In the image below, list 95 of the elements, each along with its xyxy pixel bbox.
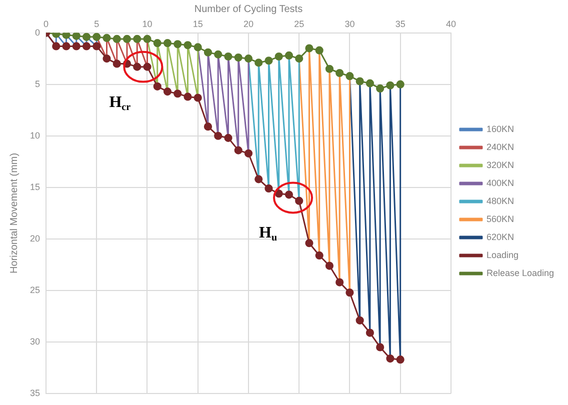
point	[204, 48, 212, 56]
point	[62, 42, 70, 50]
y-tick-label: 20	[30, 233, 40, 244]
point	[214, 50, 222, 58]
y-tick-label: 35	[30, 388, 40, 398]
point	[153, 82, 162, 90]
point	[386, 81, 394, 90]
point	[92, 32, 101, 41]
point	[254, 175, 263, 184]
x-tick-label: 20	[243, 18, 254, 29]
x-tick-label: 40	[446, 18, 456, 29]
point	[82, 32, 91, 41]
legend-label: 620KN	[486, 232, 514, 242]
point	[102, 54, 111, 63]
point	[254, 58, 263, 67]
point	[112, 34, 121, 44]
x-tick-label: 15	[192, 18, 203, 29]
legend-label: 160KN	[486, 124, 514, 134]
point	[153, 39, 162, 48]
legend-label: 240KN	[486, 142, 514, 152]
point	[163, 88, 172, 96]
point	[346, 288, 354, 297]
point	[264, 56, 273, 65]
point	[224, 134, 232, 142]
point	[143, 34, 152, 44]
point	[244, 54, 253, 63]
point	[72, 32, 80, 40]
point	[366, 79, 374, 88]
point	[234, 53, 242, 62]
point	[102, 34, 111, 42]
point	[284, 190, 294, 199]
point	[194, 43, 202, 52]
point	[356, 77, 364, 86]
y-axis-title: Horizontal Movement (mm)	[8, 152, 20, 274]
x-tick-label: 30	[344, 18, 355, 29]
point	[234, 146, 242, 154]
legend-label: 400KN	[486, 178, 514, 188]
point	[325, 262, 334, 270]
point	[184, 92, 192, 101]
y-tick-label: 0	[34, 27, 40, 38]
point	[174, 90, 182, 98]
point	[184, 41, 192, 50]
y-tick-label: 15	[30, 182, 40, 192]
y-tick-label: 10	[30, 130, 40, 140]
point	[284, 51, 294, 60]
legend-label: Release Loading	[486, 268, 554, 278]
legend-label: Loading	[486, 250, 518, 260]
point	[143, 62, 152, 71]
point	[376, 84, 384, 93]
legend-label: 320KN	[486, 160, 514, 170]
point	[264, 184, 273, 193]
point	[305, 44, 314, 52]
point	[62, 32, 70, 39]
point	[52, 42, 60, 50]
point	[244, 149, 253, 158]
point	[204, 122, 212, 131]
point	[315, 251, 324, 260]
point	[396, 356, 404, 364]
point	[274, 52, 283, 61]
point	[194, 94, 202, 102]
point	[336, 68, 344, 78]
point	[133, 62, 142, 71]
x-tick-label: 35	[395, 18, 406, 29]
x-tick-label: 10	[142, 18, 152, 29]
point	[82, 42, 91, 50]
point	[325, 64, 334, 73]
x-axis-title: Number of Cycling Tests	[194, 4, 303, 15]
point	[305, 239, 314, 248]
point	[112, 60, 121, 68]
point	[336, 278, 344, 286]
point	[376, 343, 384, 352]
y-tick-label: 30	[30, 336, 40, 347]
legend-label: 560KN	[486, 214, 514, 224]
x-tick-label: 5	[94, 18, 100, 29]
x-tick-label: 0	[44, 18, 49, 29]
point	[72, 42, 80, 50]
point	[366, 328, 374, 337]
point	[224, 52, 232, 61]
point	[295, 196, 304, 205]
legend-label: 480KN	[486, 196, 514, 206]
point	[396, 80, 404, 88]
point	[356, 316, 364, 324]
point	[214, 132, 222, 140]
point	[315, 46, 324, 54]
point	[346, 72, 354, 80]
point	[133, 34, 142, 44]
point	[295, 54, 304, 63]
point	[122, 34, 132, 44]
point	[163, 39, 172, 48]
point	[92, 42, 101, 50]
y-tick-label: 5	[34, 78, 40, 89]
x-tick-label: 25	[294, 18, 304, 29]
point	[386, 354, 394, 363]
point	[174, 40, 182, 48]
y-tick-label: 25	[30, 285, 40, 295]
